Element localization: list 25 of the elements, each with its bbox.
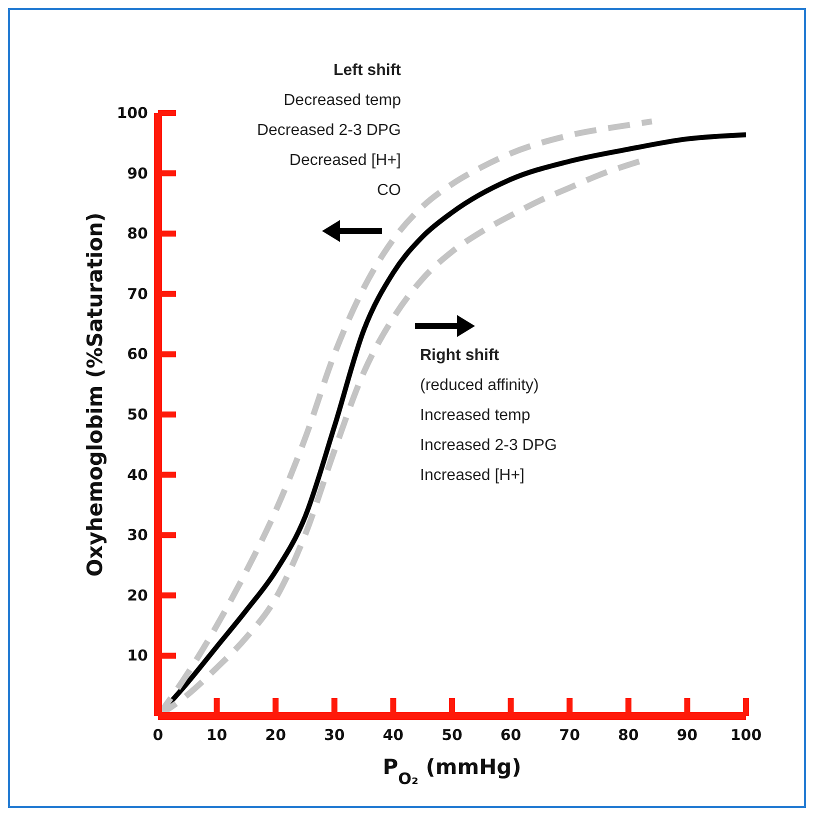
y-tick-label: 10 bbox=[127, 646, 148, 665]
x-tick-label: 50 bbox=[442, 726, 462, 744]
x-tick-label: 0 bbox=[152, 726, 164, 744]
y-tick-label: 40 bbox=[127, 466, 148, 484]
y-tick-label: 20 bbox=[127, 586, 148, 604]
y-axis-title: Oxyhemoglobim (%Saturation) bbox=[83, 212, 107, 577]
annotation: Left shift Decreased temp Decreased 2-3 DPG Decreased [H+] CO bbox=[256, 61, 401, 201]
y-tick-label: 70 bbox=[127, 284, 148, 303]
y-tick-label: 100 bbox=[116, 104, 148, 122]
y-tick-label: 30 bbox=[127, 526, 148, 544]
annotation: Right shift (reduced affinity) Increased temp Increased 2-3 DPG Increased [H+] bbox=[420, 346, 557, 486]
x-tick-label: 10 bbox=[206, 726, 228, 744]
x-tick-label: 90 bbox=[676, 726, 698, 744]
x-tick-label: 100 bbox=[730, 726, 762, 744]
x-tick-label: 30 bbox=[324, 726, 345, 744]
y-tick-label: 90 bbox=[127, 164, 148, 182]
x-axis-title: P$_{O₂}$ (mmHg) bbox=[382, 755, 522, 788]
x-tick-label: 60 bbox=[500, 726, 522, 744]
x-tick-label: 40 bbox=[382, 726, 404, 744]
x-tick-label: 20 bbox=[265, 726, 286, 744]
x-tick-label: 70 bbox=[559, 726, 580, 744]
y-tick-label: 80 bbox=[127, 224, 148, 243]
x-tick-label: 80 bbox=[618, 726, 639, 744]
y-tick-label: 60 bbox=[127, 345, 148, 364]
y-tick-label: 50 bbox=[127, 406, 148, 424]
